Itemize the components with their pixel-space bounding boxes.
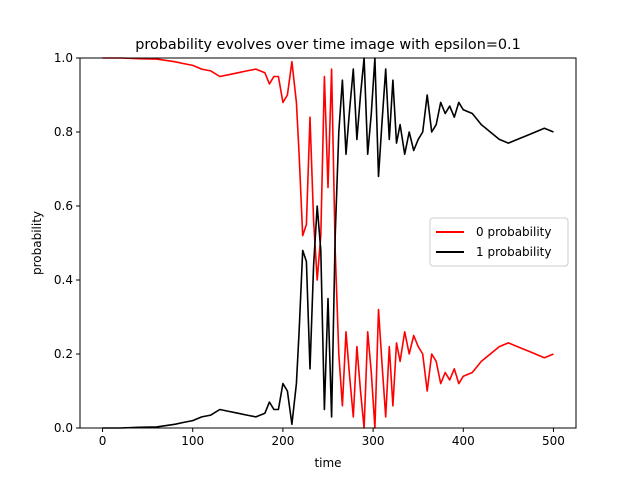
y-tick-label: 0.4	[54, 273, 73, 287]
x-tick-label: 300	[362, 434, 385, 448]
x-axis-label: time	[314, 456, 341, 470]
series-line-1-probability	[102, 57, 554, 429]
series-layer	[102, 57, 554, 429]
x-tick-label: 500	[542, 434, 565, 448]
legend: 0 probability 1 probability	[429, 217, 569, 267]
y-tick-label: 1.0	[54, 51, 73, 65]
y-axis-ticks: 0.0 0.2 0.4 0.6 0.8 1.0	[54, 51, 80, 435]
series-line-0-probability	[102, 57, 554, 429]
x-tick-label: 400	[452, 434, 475, 448]
x-tick-label: 0	[99, 434, 107, 448]
y-tick-label: 0.6	[54, 199, 73, 213]
legend-label-1-probability: 1 probability	[476, 245, 551, 259]
y-tick-label: 0.0	[54, 421, 73, 435]
y-tick-label: 0.8	[54, 125, 73, 139]
x-axis-ticks: 0 100 200 300 400 500	[99, 428, 565, 448]
x-tick-label: 100	[181, 434, 204, 448]
plot-frame	[79, 57, 577, 429]
x-tick-label: 200	[271, 434, 294, 448]
legend-box	[429, 217, 569, 267]
legend-label-0-probability: 0 probability	[476, 225, 551, 239]
y-tick-label: 0.2	[54, 347, 73, 361]
y-axis-label: probability	[30, 211, 44, 275]
chart-title: probability evolves over time image with…	[135, 37, 521, 53]
